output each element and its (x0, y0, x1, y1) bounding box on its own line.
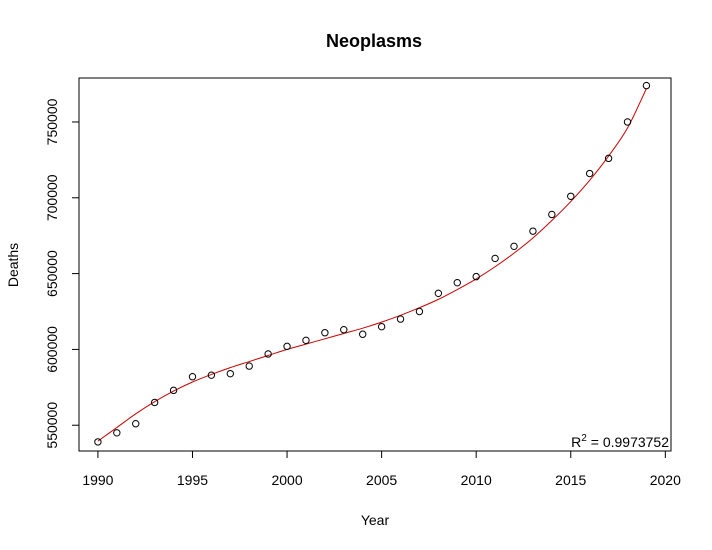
x-tick-label: 2020 (650, 472, 681, 488)
data-point (264, 350, 272, 358)
data-point (359, 330, 367, 338)
x-axis-label: Year (361, 512, 390, 528)
data-point (453, 278, 461, 287)
data-points (94, 81, 651, 446)
data-point (415, 307, 424, 316)
y-tick-label: 600000 (44, 326, 60, 373)
data-point (150, 398, 159, 407)
data-point (283, 342, 291, 351)
data-point (510, 242, 518, 251)
data-point (302, 336, 310, 345)
data-point (340, 325, 348, 334)
data-point (207, 371, 216, 379)
x-tick-label: 2005 (366, 472, 397, 488)
x-axis: 1990 1995 2000 2005 2010 2015 2020 (82, 450, 681, 488)
data-point (188, 373, 197, 381)
x-tick-label: 1995 (177, 472, 208, 488)
data-point (642, 81, 651, 90)
data-point (567, 192, 575, 200)
y-tick-label: 650000 (44, 250, 60, 297)
chart-title: Neoplasms (326, 31, 422, 51)
data-point (377, 322, 386, 331)
y-axis-label: Deaths (5, 243, 21, 287)
data-point (529, 227, 537, 235)
data-point (113, 429, 121, 437)
r2-symbol: R (571, 434, 581, 450)
data-point (604, 154, 613, 163)
data-point (132, 420, 140, 428)
data-point (548, 210, 556, 219)
data-point (585, 169, 594, 178)
data-point (94, 438, 102, 446)
data-point (169, 386, 178, 395)
r-squared-annotation: R2 = 0.9973752 (571, 433, 669, 450)
y-axis: 550000 600000 650000 700000 750000 (44, 98, 80, 449)
r2-exponent: 2 (581, 433, 587, 444)
data-point (491, 254, 499, 263)
x-tick-label: 2015 (555, 472, 586, 488)
fit-line (97, 88, 647, 442)
x-tick-label: 1990 (82, 472, 113, 488)
r2-value: = 0.9973752 (587, 434, 669, 450)
x-tick-label: 2000 (271, 472, 302, 488)
data-point (434, 289, 443, 298)
plot-frame (78, 77, 672, 452)
y-tick-label: 750000 (44, 98, 60, 145)
x-tick-label: 2010 (461, 472, 492, 488)
y-tick-label: 700000 (44, 174, 60, 221)
data-point (472, 272, 480, 281)
data-point (396, 315, 405, 323)
data-point (623, 118, 632, 126)
data-point (245, 362, 253, 370)
y-tick-label: 550000 (44, 402, 60, 449)
data-point (321, 329, 329, 337)
data-point (226, 369, 235, 378)
